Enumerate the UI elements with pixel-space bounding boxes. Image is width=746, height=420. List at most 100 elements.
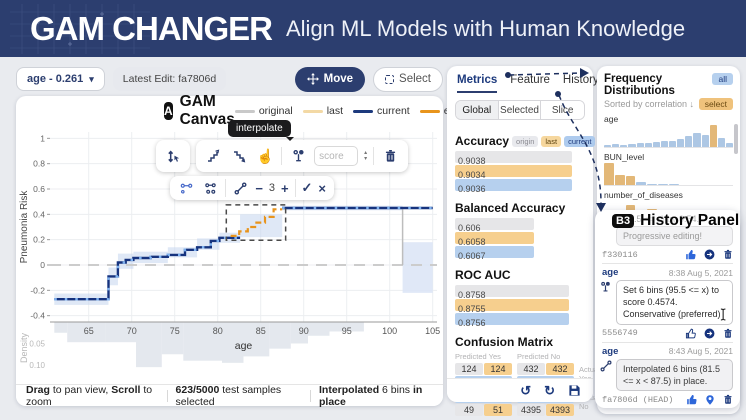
chart-legend: original last current editing xyxy=(234,105,475,117)
bin-count: 3 xyxy=(268,182,276,194)
svg-text:0: 0 xyxy=(40,260,45,270)
delete-icon[interactable] xyxy=(723,328,733,339)
link-bins-icon[interactable] xyxy=(232,178,249,198)
freq-select-badge[interactable]: select xyxy=(698,98,733,110)
interpolate-hand-icon[interactable]: ☝ xyxy=(256,147,275,164)
scope-slice[interactable]: Slice xyxy=(541,101,584,119)
metric-bar: 0.6058 xyxy=(455,232,585,247)
step-increasing-icon[interactable] xyxy=(204,146,224,166)
scope-segmented-control: Global Selected Slice xyxy=(455,100,585,120)
histogram-bar xyxy=(677,139,685,147)
histogram-bar xyxy=(625,176,636,185)
metric-bar: 0.6067 xyxy=(455,246,585,261)
checkout-arrow-icon[interactable] xyxy=(704,328,715,339)
freq-feature-age[interactable]: age xyxy=(604,114,733,148)
split-bins-icon[interactable] xyxy=(201,178,218,198)
divider xyxy=(602,263,733,265)
cm-cell: 124 xyxy=(455,363,483,375)
histogram-bar xyxy=(604,145,612,147)
move-mode-button[interactable]: Move xyxy=(294,66,366,92)
feature-dropdown[interactable]: age - 0.261 ▾ xyxy=(16,67,105,91)
freq-feature-bun-level[interactable]: BUN_level xyxy=(604,152,733,186)
cancel-icon[interactable]: × xyxy=(318,180,327,196)
legend-item-last: last xyxy=(302,105,343,117)
histogram-bar xyxy=(725,143,733,147)
scope-selected[interactable]: Selected xyxy=(498,101,542,119)
align-score-icon[interactable] xyxy=(288,146,308,166)
history-message-box[interactable]: Interpolated 6 bins (81.5 <= x < 87.5) i… xyxy=(616,358,733,391)
location-pin-icon[interactable] xyxy=(705,394,715,406)
svg-text:90: 90 xyxy=(299,326,309,336)
delete-icon[interactable] xyxy=(723,394,733,405)
metric-bar: 0.8756 xyxy=(455,313,585,328)
history-entry: (101.5 <= x) by 0.54. Progressive editin… xyxy=(602,214,733,260)
thumbs-up-icon[interactable] xyxy=(685,249,696,260)
chevron-down-icon: ▾ xyxy=(89,73,94,84)
cm-cell: 4393 xyxy=(546,404,574,416)
metrics-panel: Metrics Feature History Global Selected … xyxy=(447,66,600,416)
interpolate-tooltip: interpolate xyxy=(228,120,294,141)
merge-bins-icon[interactable] xyxy=(178,178,195,198)
align-score-icon xyxy=(600,281,611,295)
freq-sort-control[interactable]: Sorted by correlation ↓ xyxy=(604,99,695,109)
history-message-overflow: (101.5 <= x) by 0.54. xyxy=(616,214,700,224)
thumbs-up-icon[interactable] xyxy=(686,394,697,405)
cm-cell: 432 xyxy=(517,363,545,375)
undo-icon[interactable]: ↺ xyxy=(520,382,532,398)
tab-metrics[interactable]: Metrics xyxy=(457,74,498,93)
checkout-arrow-icon[interactable] xyxy=(704,249,715,260)
history-feature: age xyxy=(602,345,619,357)
bin-tool-bar: − 3 + ✓ × xyxy=(170,176,334,200)
metrics-tab-bar: Metrics Feature History xyxy=(447,66,599,93)
thumbs-up-icon[interactable] xyxy=(685,328,696,339)
divider xyxy=(602,341,733,343)
score-input[interactable] xyxy=(314,146,359,166)
gam-chart[interactable]: 65 70 75 80 85 90 95 100 105 1 0.8 0.6 0.4 0.2 0 -0.2 -0… xyxy=(16,126,443,387)
last-badge: last xyxy=(541,135,562,147)
metrics-body: Accuracy origin last current 0.9038 0.90… xyxy=(447,126,600,417)
scope-global[interactable]: Global xyxy=(456,101,499,119)
delete-icon[interactable] xyxy=(380,146,400,166)
legend-swatch xyxy=(302,109,323,113)
select-icon xyxy=(385,74,395,84)
confusion-matrix-header: Confusion Matrix xyxy=(455,335,553,349)
redo-icon[interactable]: ↻ xyxy=(544,382,555,398)
commit-hash: 5556749 xyxy=(602,328,638,339)
tab-feature[interactable]: Feature xyxy=(510,74,550,86)
toolbar-divider xyxy=(224,179,226,197)
status-divider xyxy=(310,389,312,402)
move-tool-bar xyxy=(156,140,190,172)
delete-icon[interactable] xyxy=(723,249,733,260)
brand-logo: GAM CHANGER xyxy=(30,9,273,47)
histogram-bar xyxy=(658,184,668,185)
save-icon[interactable] xyxy=(568,384,581,397)
move-vertical-icon[interactable] xyxy=(163,146,183,166)
history-feature: age xyxy=(602,267,619,279)
histogram xyxy=(604,162,733,185)
freq-all-badge[interactable]: all xyxy=(712,73,733,85)
svg-text:100: 100 xyxy=(382,326,397,336)
metric-bar: 0.9034 xyxy=(455,165,585,180)
histogram-bar xyxy=(644,143,652,147)
histogram-bar xyxy=(693,133,701,147)
current-badge: current xyxy=(564,135,596,147)
histogram-bar xyxy=(612,144,620,147)
svg-text:85: 85 xyxy=(256,326,266,336)
metric-bar: 0.8758 xyxy=(455,285,585,300)
score-stepper[interactable]: ▴ ▾ xyxy=(364,150,368,162)
history-message-box[interactable]: Progressive editing! xyxy=(616,226,733,247)
scrollbar-thumb[interactable] xyxy=(734,124,738,154)
increase-bins-button[interactable]: + xyxy=(281,180,289,196)
confirm-icon[interactable]: ✓ xyxy=(301,180,313,195)
metrics-footer: ↺ ↻ xyxy=(447,378,593,402)
select-mode-button[interactable]: Select xyxy=(373,66,443,92)
decrease-bins-button[interactable]: − xyxy=(255,180,263,196)
histogram-bar xyxy=(604,163,614,185)
svg-text:95: 95 xyxy=(342,326,352,336)
step-decreasing-icon[interactable] xyxy=(230,146,250,166)
tab-history[interactable]: History xyxy=(562,74,599,86)
legend-swatch xyxy=(419,109,440,113)
interpolate-icon xyxy=(600,360,612,374)
feature-dropdown-value: age - 0.261 xyxy=(27,73,84,85)
history-message-box[interactable]: Set 6 bins (95.5 <= x) to score 0.4574. … xyxy=(616,280,733,325)
